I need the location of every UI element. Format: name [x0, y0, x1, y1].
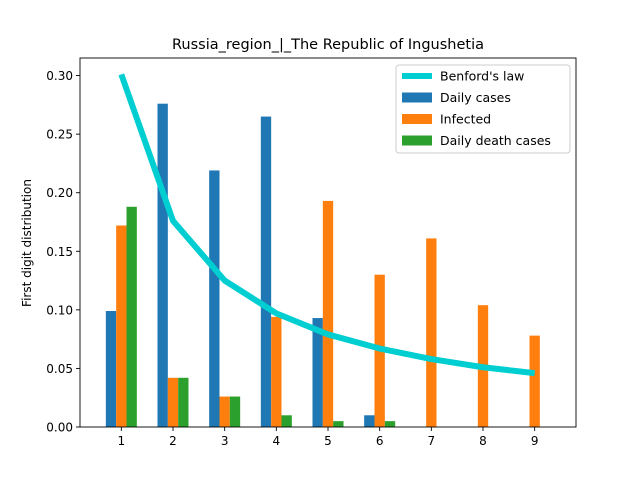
bar-daily-cases-1 [105, 311, 117, 427]
bar-daily-cases-4 [260, 116, 272, 428]
benford-line-layer [118, 73, 536, 377]
legend-label-daily-death-cases: Daily death cases [440, 133, 551, 148]
bar-infected-9 [529, 335, 540, 427]
bar-daily-death-cases-6 [384, 421, 396, 427]
bar-infected-2 [167, 377, 179, 427]
y-tick-label-0: 0.00 [46, 421, 73, 435]
bar-infected-1 [116, 225, 127, 427]
x-tick-label-5: 5 [324, 434, 332, 448]
x-tick-label-3: 3 [221, 434, 229, 448]
legend-label-daily-cases: Daily cases [440, 90, 511, 105]
bar-daily-cases-5 [312, 318, 323, 427]
bar-daily-cases-3 [209, 170, 220, 427]
bar-infected-7 [426, 238, 437, 427]
y-tick-label-2: 0.10 [46, 303, 73, 317]
x-tick-label-2: 2 [169, 434, 177, 448]
x-tick-label-1: 1 [118, 434, 126, 448]
x-tick-label-4: 4 [273, 434, 281, 448]
x-tick-label-9: 9 [531, 434, 539, 448]
bar-daily-death-cases-2 [178, 377, 189, 427]
bar-daily-death-cases-5 [333, 421, 344, 427]
legend-swatch-infected [402, 114, 432, 124]
legend-box [395, 64, 571, 154]
legend-swatch-daily-death-cases [402, 135, 432, 146]
bar-infected-5 [322, 200, 334, 427]
legend-label-infected: Infected [440, 112, 491, 127]
bar-infected-3 [219, 396, 230, 427]
y-tick-label-6: 0.30 [46, 69, 73, 83]
bar-daily-death-cases-1 [126, 206, 137, 427]
y-tick-label-5: 0.25 [46, 128, 73, 142]
y-axis-label: First digit distribution [20, 179, 34, 307]
bar-daily-death-cases-4 [281, 415, 292, 427]
axes-layer: 1 2 3 4 5 6 7 8 9 0.00 0.05 0.10 0.15 0.20 0.25 0.30 [46, 57, 577, 448]
y-tick-label-1: 0.05 [46, 362, 73, 376]
bar-daily-cases-2 [157, 103, 168, 427]
legend-swatch-daily-cases [402, 92, 432, 103]
chart-title: Russia_region_|_The Republic of Ingushet… [172, 37, 484, 53]
x-tick-label-8: 8 [479, 434, 487, 448]
bar-infected-4 [271, 316, 282, 427]
benford-line [118, 73, 536, 377]
y-tick-label-3: 0.15 [46, 245, 73, 259]
y-tick-label-4: 0.20 [46, 186, 73, 200]
bar-daily-cases-6 [364, 415, 375, 427]
x-tick-label-7: 7 [428, 434, 436, 448]
legend-label-benford-s-law: Benford's law [440, 69, 524, 84]
x-tick-label-6: 6 [376, 434, 384, 448]
bar-daily-death-cases-3 [229, 396, 241, 427]
legend: Benford's law Daily cases Infected Daily de… [395, 64, 571, 154]
